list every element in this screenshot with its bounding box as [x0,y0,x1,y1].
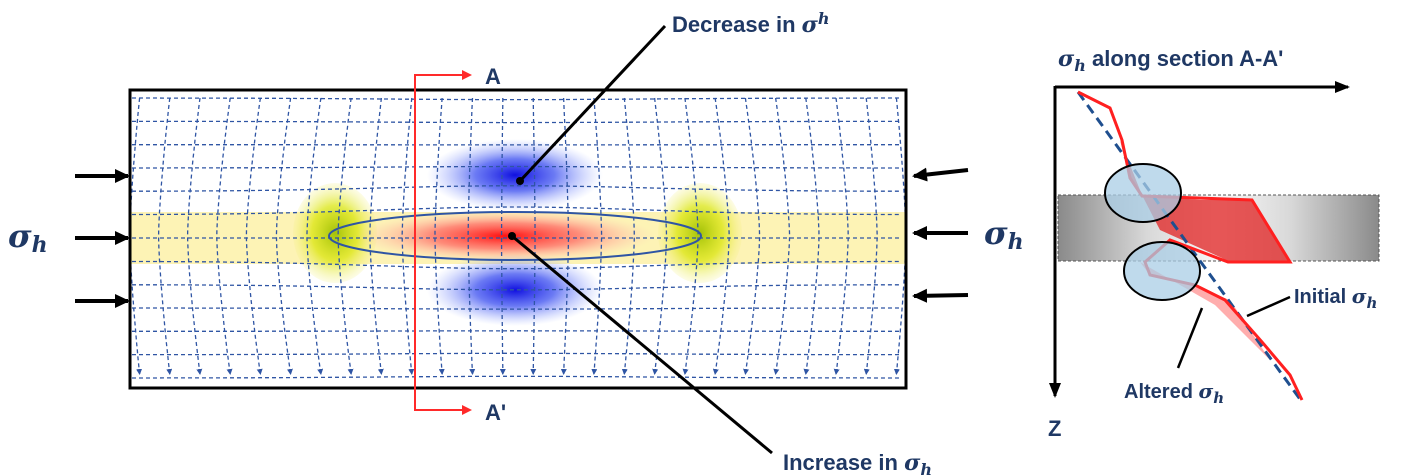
section-line: A A' [414,64,506,425]
highlight-ellipse-lower [1123,241,1201,301]
plate [128,88,908,390]
stress-profile: σh along section A-A' Z Initial σh Alter… [1048,46,1380,441]
callout-decrease-dot [516,177,524,185]
callout-decrease-label: Decrease in σh [672,9,830,38]
grid-line [682,97,699,375]
callout-increase-leader [511,234,773,455]
profile-layer-outline [1057,194,1380,262]
z-axis-label: Z [1048,416,1061,441]
decrease-zone-bottom [427,254,603,326]
applied-stress-left: σh [8,169,130,308]
applied-stress-right: σh [912,167,1024,303]
grid-line [216,97,233,375]
grid-line [132,352,900,356]
altered-region-upper [1120,140,1290,262]
grid-line [712,97,730,375]
grid-line [132,206,900,216]
grid-line [803,97,820,375]
highlight-ellipse-upper [1104,163,1182,223]
plate-border [128,88,908,390]
stress-grid [130,97,906,379]
initial-label: Initial σh [1294,284,1377,312]
grid-line [773,97,791,375]
arrow-right-top [912,167,969,182]
sigma-label-right: σh [984,214,1024,255]
grid-line [275,97,293,375]
decrease-zone-top [427,139,603,211]
profile-title: σh along section A-A' [1058,46,1283,75]
arrow-right-bottom [912,288,969,303]
grid-line [132,165,900,169]
grid-line [132,284,900,291]
grid-line [245,97,263,375]
sigma-label-left: σh [8,217,48,258]
section-line-top [414,70,472,400]
grid-line [132,185,900,192]
grid-line [132,120,900,124]
altered-profile-line [1077,90,1304,401]
tip-zone-left [293,183,377,283]
grid-line [132,375,900,379]
callout-increase-label: Increase in σh [783,450,932,476]
grid-line [743,97,761,375]
grid-line [306,97,324,375]
callout-increase-dot [508,232,516,240]
callout-decrease-leader [518,24,667,183]
altered-label: Altered σh [1124,379,1224,407]
grid-line [132,260,900,270]
initial-leader [1246,295,1291,318]
inclusion-ellipse [328,211,702,261]
callout-decrease: Decrease in σh [516,9,830,185]
increase-zone [355,210,655,262]
grid-line [132,330,900,332]
section-line-bottom [414,398,472,415]
section-label-a-prime: A' [485,400,506,425]
section-label-a: A [485,64,501,89]
altered-leader [1176,307,1204,369]
callout-increase: Increase in σh [508,232,932,476]
grid-line [132,307,900,310]
